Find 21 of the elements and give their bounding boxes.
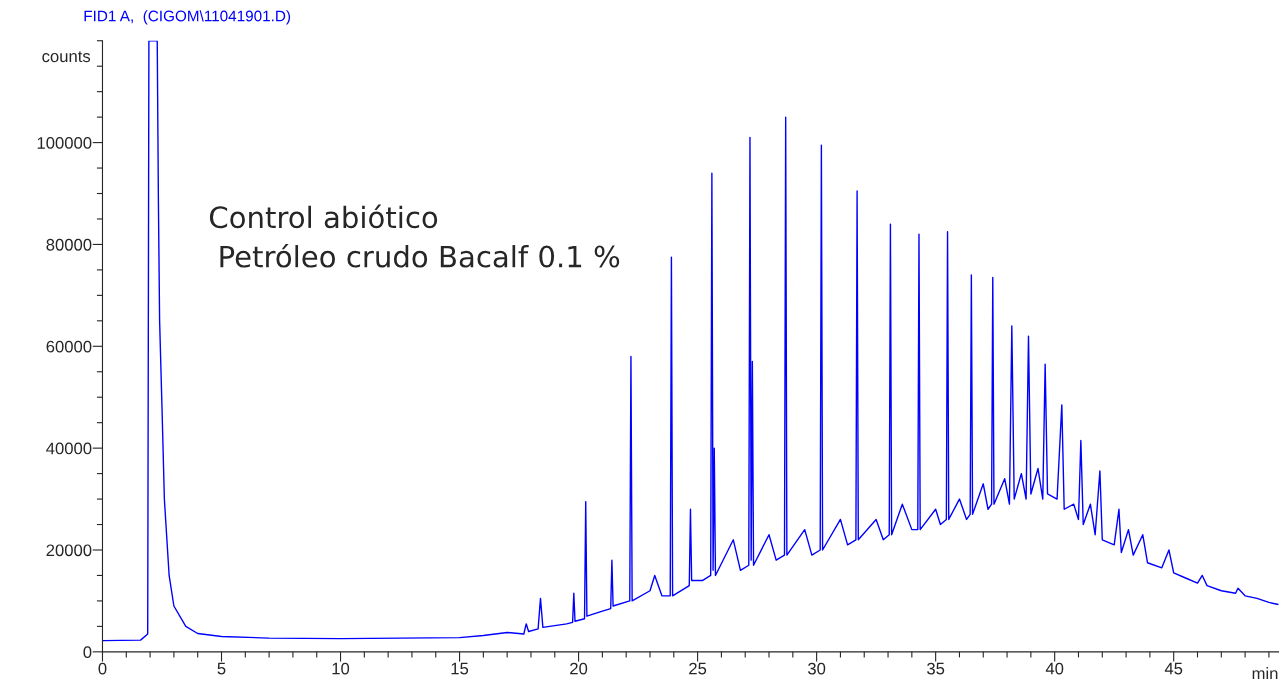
y-axis-title: counts [42,51,91,63]
x-tick-label: 5 [217,662,226,675]
y-tick-label: 80000 [46,238,92,251]
y-tick-label: 20000 [46,544,92,557]
x-tick-label: 40 [1045,662,1064,675]
x-tick-label: 15 [451,662,469,675]
x-tick-label: 35 [927,662,945,675]
y-tick-label: 100000 [37,136,92,149]
line-series [102,40,1279,642]
annotation: Control abiótico Petróleo crudo Bacalf 0.1 % [209,204,620,268]
x-tick-label: 45 [1164,662,1183,675]
x-tick-label: 10 [332,662,350,675]
x-tick-label: 25 [689,662,707,675]
x-tick-label: 0 [98,662,107,675]
y-tick-label: 60000 [46,340,92,353]
x-tick-label: 30 [807,662,826,675]
y-tick-label: 0 [83,646,92,659]
x-tick-label: 20 [570,662,588,675]
chart-title: FID1 A, (CIGOM\11041901.D) [84,10,291,25]
x-axis-title: min [1252,667,1278,679]
y-tick-label: 40000 [46,442,92,455]
